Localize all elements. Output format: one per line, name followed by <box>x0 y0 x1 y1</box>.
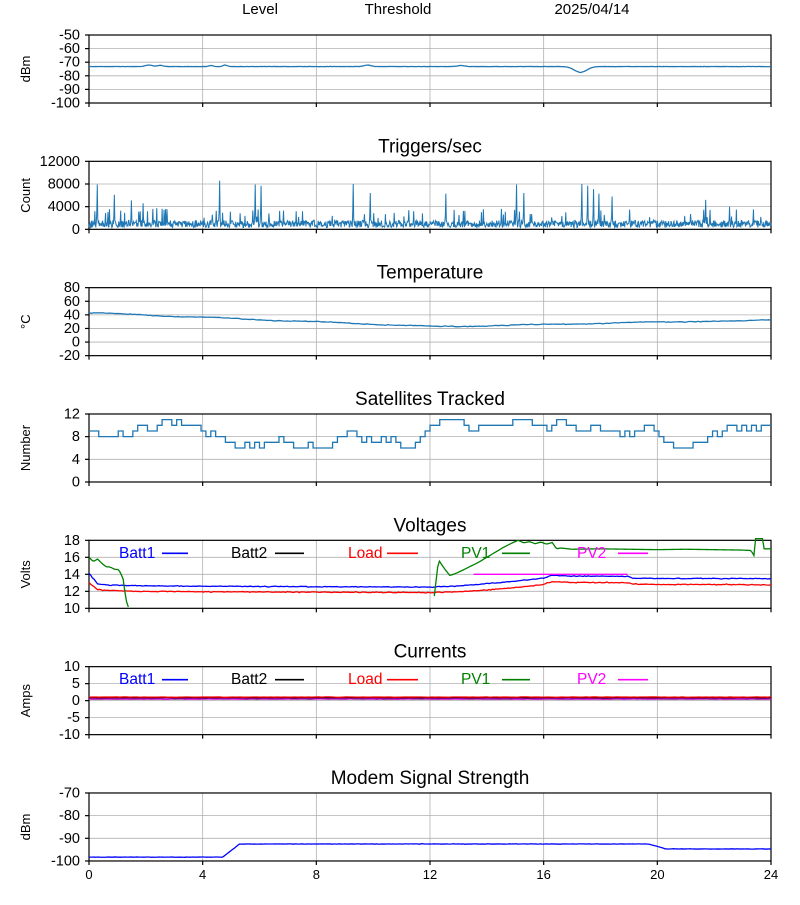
svg-text:PV2: PV2 <box>577 545 606 562</box>
svg-text:-20: -20 <box>59 348 80 364</box>
svg-text:-100: -100 <box>51 96 80 112</box>
svg-text:-70: -70 <box>59 785 80 801</box>
svg-text:0: 0 <box>85 867 92 882</box>
svg-text:Satellites Tracked: Satellites Tracked <box>355 389 505 410</box>
svg-text:12: 12 <box>64 584 80 600</box>
svg-text:12: 12 <box>64 406 80 422</box>
svg-text:8: 8 <box>72 429 80 445</box>
svg-text:12000: 12000 <box>40 154 80 170</box>
svg-text:Modem Signal Strength: Modem Signal Strength <box>331 768 530 789</box>
svg-text:-80: -80 <box>59 808 80 824</box>
svg-text:4: 4 <box>199 867 206 882</box>
svg-text:0: 0 <box>72 222 80 238</box>
svg-text:Number: Number <box>18 424 33 471</box>
svg-text:18: 18 <box>64 533 80 549</box>
svg-text:14: 14 <box>64 567 80 583</box>
svg-text:Volts: Volts <box>18 560 33 589</box>
svg-text:Batt1: Batt1 <box>119 671 155 688</box>
svg-text:4: 4 <box>72 452 80 468</box>
svg-text:0: 0 <box>72 474 80 490</box>
svg-text:PV2: PV2 <box>577 671 606 688</box>
svg-text:10: 10 <box>64 659 80 675</box>
svg-text:Count: Count <box>18 178 33 213</box>
svg-text:-90: -90 <box>59 831 80 847</box>
svg-text:Voltages: Voltages <box>394 515 467 536</box>
svg-text:12: 12 <box>423 867 437 882</box>
svg-text:4000: 4000 <box>48 199 80 215</box>
svg-text:Batt2: Batt2 <box>231 671 267 688</box>
svg-text:Batt2: Batt2 <box>231 545 267 562</box>
svg-text:Temperature: Temperature <box>377 263 484 284</box>
svg-text:Load: Load <box>348 671 382 688</box>
svg-text:2025/04/14: 2025/04/14 <box>554 1 629 18</box>
svg-text:dBm: dBm <box>18 56 33 83</box>
svg-text:Currents: Currents <box>394 642 467 663</box>
svg-text:20: 20 <box>650 867 664 882</box>
svg-text:Level: Level <box>242 1 278 18</box>
svg-text:24: 24 <box>764 867 778 882</box>
svg-text:5: 5 <box>72 676 80 692</box>
svg-text:-5: -5 <box>67 710 80 726</box>
svg-text:16: 16 <box>64 550 80 566</box>
svg-text:Triggers/sec: Triggers/sec <box>378 136 482 157</box>
svg-text:8000: 8000 <box>48 177 80 193</box>
svg-text:8: 8 <box>313 867 320 882</box>
svg-text:-10: -10 <box>59 727 80 743</box>
svg-text:10: 10 <box>64 601 80 617</box>
svg-text:dBm: dBm <box>18 814 33 841</box>
svg-text:16: 16 <box>536 867 550 882</box>
svg-text:Load: Load <box>348 545 382 562</box>
svg-text:Threshold: Threshold <box>365 1 432 18</box>
svg-text:PV1: PV1 <box>461 545 490 562</box>
svg-text:°C: °C <box>18 314 33 329</box>
svg-text:Amps: Amps <box>18 684 33 718</box>
svg-text:-100: -100 <box>51 853 80 869</box>
svg-text:PV1: PV1 <box>461 671 490 688</box>
svg-text:0: 0 <box>72 693 80 709</box>
svg-text:Batt1: Batt1 <box>119 545 155 562</box>
